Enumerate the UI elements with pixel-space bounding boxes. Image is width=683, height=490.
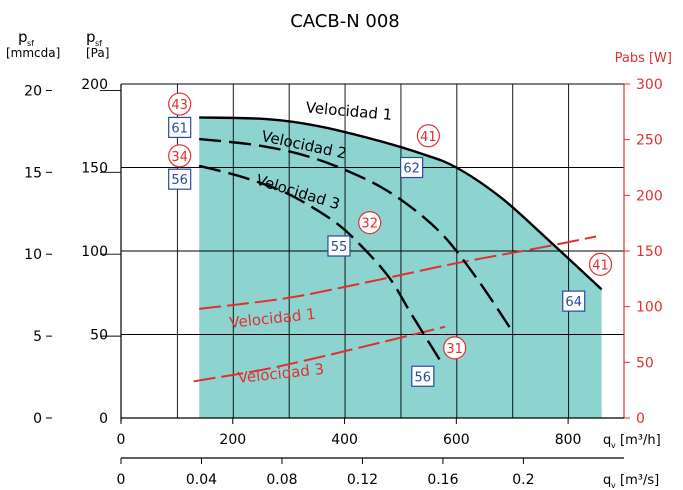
- pa-tick-label: 200: [81, 77, 108, 93]
- power-tick-label: 100: [636, 300, 663, 316]
- noise-level-label: 61: [171, 121, 188, 136]
- noise-level-box: [168, 116, 192, 139]
- x2-tick-label: 0.12: [347, 472, 378, 488]
- pressure-curve: [199, 137, 514, 332]
- x-axis-subscript: v: [611, 441, 616, 450]
- chart-title: CACB-N 008: [290, 11, 400, 32]
- x-tick-label: 600: [443, 432, 470, 448]
- noise-level-label: 64: [565, 295, 582, 310]
- mmcda-axis-subscript: sf: [27, 39, 34, 48]
- power-value-label: 41: [420, 130, 437, 145]
- x2-axis-symbol: q: [603, 473, 611, 488]
- mmcda-axis-symbol: p: [18, 28, 28, 46]
- power-curve: [199, 235, 597, 310]
- x2-tick-label: 0.08: [266, 472, 297, 488]
- x2-tick-label: 0: [117, 472, 126, 488]
- power-value-circle: [168, 92, 192, 116]
- power-value-circle: [358, 211, 382, 235]
- pa-tick-label: 100: [81, 244, 108, 260]
- power-value-circle: [168, 144, 192, 168]
- noise-level-box: [411, 365, 435, 387]
- pa-axis-unit: [Pa]: [86, 46, 109, 60]
- power-curve: [193, 325, 446, 383]
- pa-tick-label: 50: [90, 328, 108, 344]
- power-tick-label: 250: [636, 133, 663, 149]
- mmcda-tick-label: 10: [24, 247, 42, 263]
- power-value-circle: [588, 252, 613, 276]
- x2-tick-label: 0.04: [186, 472, 217, 488]
- noise-level-box: [327, 235, 351, 257]
- pa-axis-symbol: p: [86, 28, 96, 46]
- mmcda-tick-label: 15: [24, 165, 42, 181]
- noise-level-label: 56: [171, 173, 188, 188]
- power-tick-label: 150: [636, 244, 663, 260]
- x2-tick-label: 0.16: [427, 472, 458, 488]
- power-value-label: 41: [592, 258, 609, 273]
- pressure-curve: [198, 164, 441, 361]
- curve-label: Velocidad 1: [305, 98, 393, 123]
- x2-tick-label: 0.2: [512, 472, 534, 488]
- power-tick-label: 50: [636, 355, 654, 371]
- noise-level-label: 62: [403, 162, 420, 177]
- x-tick-label: 0: [117, 432, 126, 448]
- pa-tick-label: 0: [99, 411, 108, 427]
- power-value-label: 32: [361, 217, 378, 232]
- power-tick-label: 200: [636, 188, 663, 204]
- power-axis-label: Pabs [W]: [615, 51, 672, 66]
- power-value-label: 34: [171, 150, 188, 165]
- mmcda-tick-label: 5: [33, 329, 42, 345]
- x-axis-symbol: q: [603, 433, 611, 448]
- pa-axis-subscript: sf: [95, 39, 102, 48]
- x-tick-label: 400: [331, 432, 358, 448]
- mmcda-tick-label: 0: [33, 411, 42, 427]
- noise-level-box: [400, 156, 424, 179]
- power-value-circle: [416, 124, 440, 148]
- mmcda-tick-label: 20: [24, 83, 42, 99]
- power-value-label: 43: [171, 98, 188, 113]
- power-value-label: 31: [446, 342, 463, 357]
- noise-level-label: 56: [415, 370, 432, 385]
- noise-level-label: 55: [331, 240, 348, 255]
- power-value-circle: [443, 336, 467, 360]
- pressure-curve: [199, 116, 603, 291]
- mmcda-axis-unit: [mmcda]: [6, 46, 60, 60]
- x-tick-label: 200: [219, 432, 246, 448]
- pa-tick-label: 150: [81, 161, 108, 177]
- x2-axis-unit: [m³/s]: [620, 473, 659, 488]
- power-tick-label: 0: [636, 411, 645, 427]
- x-axis-unit: [m³/h]: [620, 433, 661, 448]
- operating-area: [199, 117, 602, 419]
- power-tick-label: 300: [636, 77, 663, 93]
- noise-level-box: [168, 168, 192, 190]
- x-tick-label: 800: [555, 432, 582, 448]
- x2-axis-subscript: v: [611, 481, 616, 490]
- noise-level-box: [562, 290, 586, 312]
